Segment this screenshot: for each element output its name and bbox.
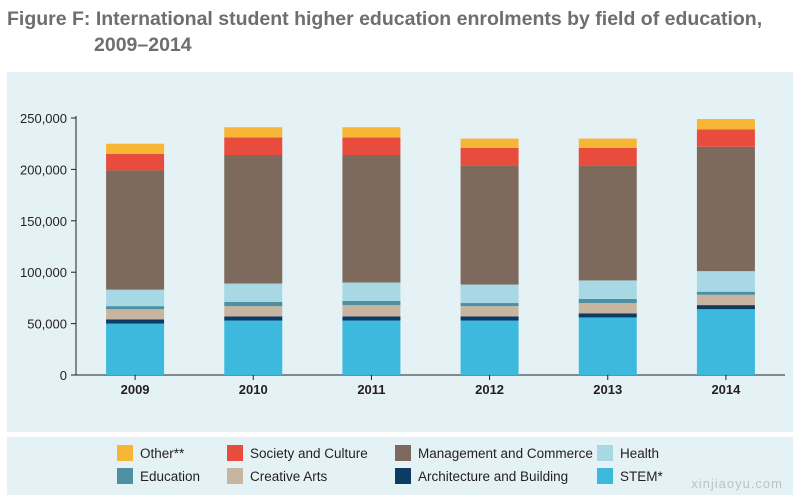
bar-segment [578,147,637,166]
bar-segment [460,138,519,148]
legend-label: Management and Commerce [418,445,593,461]
legend-swatch [395,445,411,461]
legend-label: Other** [140,445,185,461]
bar-segment [342,305,401,317]
legend-swatch [227,445,243,461]
y-tick-label: 100,000 [20,265,67,280]
y-tick-label: 150,000 [20,214,67,229]
bar-segment [224,127,283,138]
bar-segment [106,309,165,320]
bar-segment [224,283,283,303]
y-tick-label: 200,000 [20,162,67,177]
bar-segment [696,305,755,310]
legend-item-other: Other** [117,445,184,461]
legend-label: STEM* [620,468,663,484]
bar-segment [696,119,755,130]
bar-segment [578,298,637,304]
title-line-2: 2009–2014 [94,34,192,56]
y-tick-label: 250,000 [20,111,67,126]
bar-segment [460,165,519,285]
bar-segment [696,309,755,375]
bar-segment [342,282,401,301]
legend-swatch [597,468,613,484]
bar-segment [578,280,637,299]
bar-segment [342,320,401,375]
bar-segment [696,146,755,272]
legend-label: Architecture and Building [418,468,569,484]
bar-segment [460,316,519,321]
x-tick-label: 2010 [239,382,268,397]
bar-segment [106,170,165,290]
bar-segment [578,138,637,148]
bar-segment [696,129,755,147]
stacked-bar-chart: 0 50,000 100,000 150,000 200,000 250,000 2009 2… [20,111,785,397]
bar-segment [224,155,283,284]
legend-item-society-and-culture: Society and Culture [227,445,368,461]
legend-item-creative-arts: Creative Arts [227,468,327,484]
legend-swatch [117,445,133,461]
legend-item-health: Health [597,445,659,461]
legend-item-stem: STEM* [597,468,663,484]
y-tick-label: 50,000 [27,317,67,332]
bar-segment [342,137,401,156]
bar-segment [578,317,637,375]
bar-segment [224,320,283,375]
legend-swatch [117,468,133,484]
x-tick-label: 2014 [711,382,741,397]
bar-segment [342,127,401,138]
bar-segment [696,291,755,295]
bar-segment [106,319,165,324]
y-tick-label: 0 [60,368,67,383]
watermark-text: xinjiaoyu.com [691,476,783,491]
legend-label: Society and Culture [250,445,368,461]
bar-segment [224,137,283,156]
bar-segment [106,306,165,310]
bar-segment [460,147,519,166]
bar-segment [342,300,401,306]
x-tick-label: 2011 [357,382,385,397]
bar-segment [106,323,165,375]
title-line-1: Figure F: International student higher e… [7,8,763,30]
x-tick-label: 2013 [593,382,622,397]
x-tick-label: 2009 [121,382,150,397]
legend-label: Health [620,445,660,461]
bar-segment [224,306,283,317]
bar-segment [106,289,165,307]
bar-segment [696,294,755,306]
bar-segment [460,284,519,304]
bar-segment [106,143,165,154]
bar-segment [224,302,283,307]
legend: Other** Society and Culture Management a… [7,437,793,495]
bar-segment [342,316,401,321]
legend-item-architecture-and-building: Architecture and Building [395,468,568,484]
bar-segment [342,155,401,283]
bar-segment [460,303,519,307]
legend-swatch [227,468,243,484]
bar-segment [106,153,165,171]
page-title: Figure F: International student higher e… [7,6,797,58]
bar-segment [460,320,519,375]
legend-label: Education [140,468,201,484]
x-tick-label: 2012 [475,382,504,397]
legend-swatch [597,445,613,461]
legend-item-education: Education [117,468,200,484]
bar-segment [696,271,755,292]
legend-item-management-and-commerce: Management and Commerce [395,445,593,461]
bar-segment [460,306,519,317]
bar-segment [578,165,637,281]
legend-swatch [395,468,411,484]
legend-label: Creative Arts [250,468,328,484]
plot-panel: 0 50,000 100,000 150,000 200,000 250,000 2009 2… [7,72,793,432]
bar-segment [224,316,283,321]
bar-segment [578,313,637,318]
bar-segment [578,303,637,314]
